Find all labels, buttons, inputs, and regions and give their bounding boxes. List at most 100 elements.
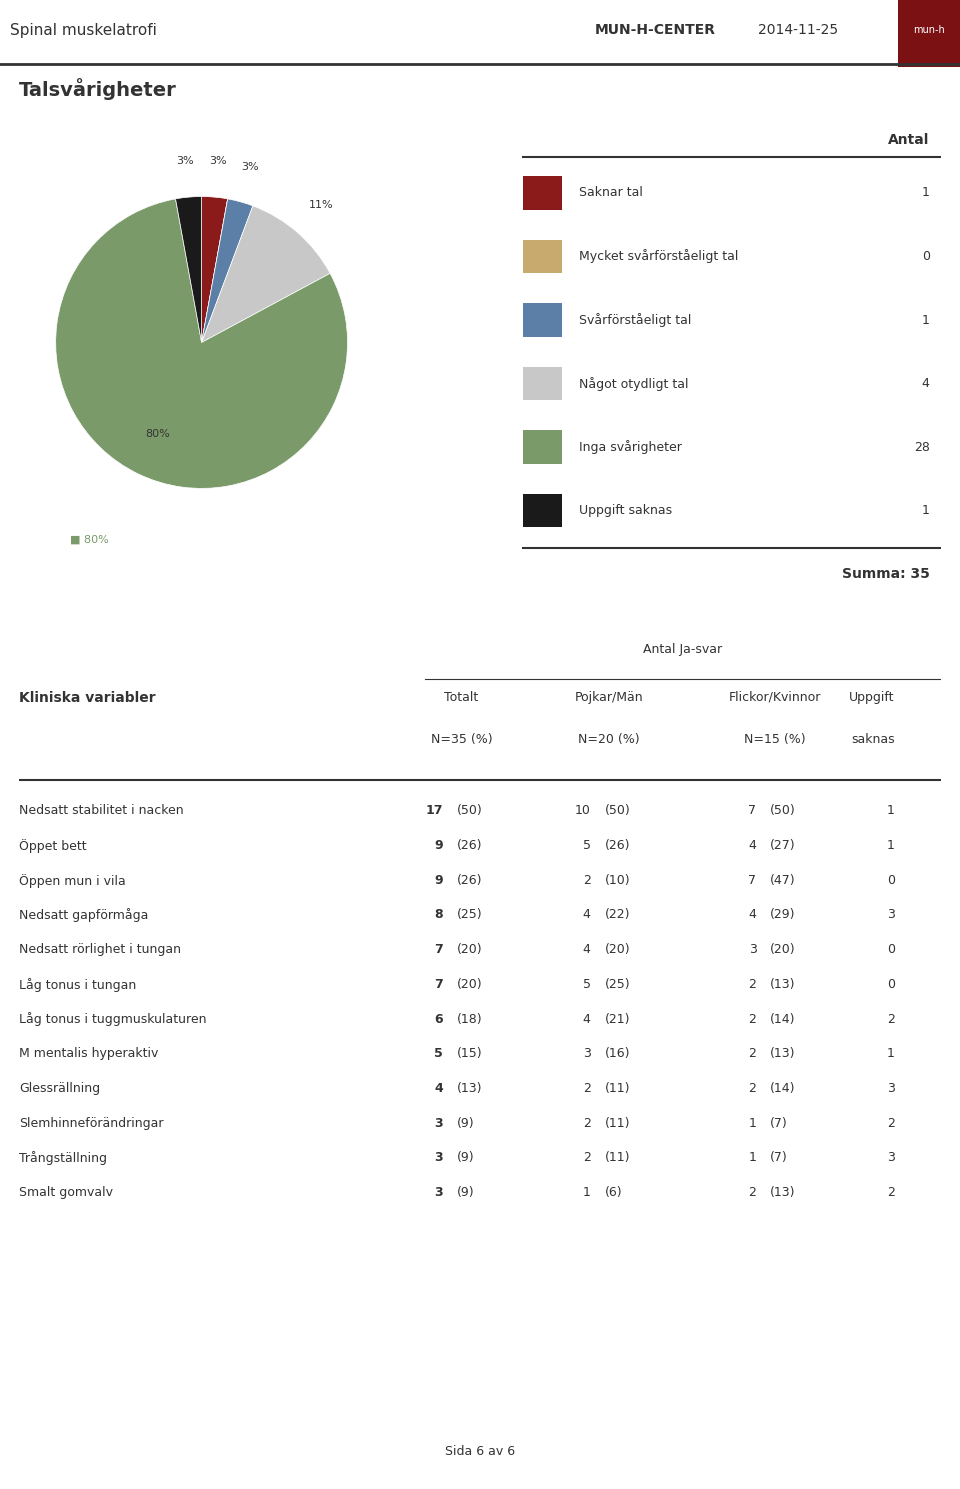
Wedge shape bbox=[56, 200, 348, 488]
Text: (16): (16) bbox=[605, 1047, 630, 1060]
Text: Öppet bett: Öppet bett bbox=[19, 838, 86, 853]
Text: (11): (11) bbox=[605, 1151, 630, 1164]
Text: (9): (9) bbox=[457, 1187, 474, 1199]
Text: (7): (7) bbox=[770, 1151, 788, 1164]
Text: 7: 7 bbox=[749, 804, 756, 817]
FancyBboxPatch shape bbox=[523, 240, 563, 272]
Text: Kliniska variabler: Kliniska variabler bbox=[19, 691, 156, 704]
Text: (27): (27) bbox=[770, 838, 796, 852]
Text: Smalt gomvalv: Smalt gomvalv bbox=[19, 1187, 113, 1199]
Text: (11): (11) bbox=[605, 1083, 630, 1094]
Text: 2: 2 bbox=[583, 874, 590, 886]
Text: 2: 2 bbox=[749, 1047, 756, 1060]
Wedge shape bbox=[202, 200, 228, 342]
Text: Antal: Antal bbox=[888, 134, 929, 147]
Text: 5: 5 bbox=[583, 838, 590, 852]
Text: Antal Ja-svar: Antal Ja-svar bbox=[643, 643, 722, 657]
Text: 3%: 3% bbox=[209, 156, 227, 165]
Text: Talsvårigheter: Talsvårigheter bbox=[19, 79, 177, 100]
Text: N=15 (%): N=15 (%) bbox=[744, 733, 805, 746]
Text: Summa: 35: Summa: 35 bbox=[842, 567, 929, 581]
Text: (13): (13) bbox=[770, 1047, 796, 1060]
Text: (18): (18) bbox=[457, 1013, 483, 1026]
Text: (13): (13) bbox=[770, 978, 796, 990]
Text: (9): (9) bbox=[457, 1151, 474, 1164]
Text: 28: 28 bbox=[914, 441, 929, 454]
Text: Sida 6 av 6: Sida 6 av 6 bbox=[444, 1446, 516, 1458]
Text: 4: 4 bbox=[749, 908, 756, 922]
Text: 2: 2 bbox=[583, 1151, 590, 1164]
Text: 1: 1 bbox=[749, 1117, 756, 1130]
Text: Svårförståeligt tal: Svårförståeligt tal bbox=[579, 313, 691, 328]
Wedge shape bbox=[202, 200, 252, 342]
Text: Inga svårigheter: Inga svårigheter bbox=[579, 441, 682, 454]
FancyBboxPatch shape bbox=[898, 0, 960, 67]
Text: (20): (20) bbox=[770, 943, 796, 956]
Text: MUN-H-CENTER: MUN-H-CENTER bbox=[595, 24, 716, 37]
Text: (50): (50) bbox=[605, 804, 630, 817]
Text: Öppen mun i vila: Öppen mun i vila bbox=[19, 874, 126, 887]
Text: 2: 2 bbox=[887, 1013, 895, 1026]
FancyBboxPatch shape bbox=[523, 176, 563, 210]
Text: Pojkar/Män: Pojkar/Män bbox=[575, 691, 643, 704]
FancyBboxPatch shape bbox=[523, 304, 563, 337]
Text: 2: 2 bbox=[749, 1013, 756, 1026]
Text: 9: 9 bbox=[435, 838, 444, 852]
Text: 1: 1 bbox=[749, 1151, 756, 1164]
Wedge shape bbox=[202, 197, 228, 342]
Text: Mycket svårförståeligt tal: Mycket svårförståeligt tal bbox=[579, 250, 738, 264]
Text: Låg tonus i tuggmuskulaturen: Låg tonus i tuggmuskulaturen bbox=[19, 1013, 206, 1026]
Text: (50): (50) bbox=[457, 804, 483, 817]
Text: 80%: 80% bbox=[145, 429, 170, 439]
Text: (25): (25) bbox=[605, 978, 630, 990]
Text: 9: 9 bbox=[435, 874, 444, 886]
Text: (14): (14) bbox=[770, 1013, 796, 1026]
Text: Glessrällning: Glessrällning bbox=[19, 1083, 101, 1094]
Text: Trångställning: Trångställning bbox=[19, 1151, 108, 1166]
Text: 3: 3 bbox=[435, 1187, 444, 1199]
Text: (29): (29) bbox=[770, 908, 796, 922]
Text: 0: 0 bbox=[887, 978, 895, 990]
Text: Nedsatt gapförmåga: Nedsatt gapförmåga bbox=[19, 908, 149, 922]
Text: 1: 1 bbox=[922, 186, 929, 200]
Text: Nedsatt stabilitet i nacken: Nedsatt stabilitet i nacken bbox=[19, 804, 183, 817]
Text: 1: 1 bbox=[887, 838, 895, 852]
Text: 2: 2 bbox=[583, 1083, 590, 1094]
Text: 3: 3 bbox=[583, 1047, 590, 1060]
Text: Saknar tal: Saknar tal bbox=[579, 186, 643, 200]
Text: 10: 10 bbox=[575, 804, 590, 817]
Text: 11%: 11% bbox=[309, 200, 334, 210]
Text: Nedsatt rörlighet i tungan: Nedsatt rörlighet i tungan bbox=[19, 943, 181, 956]
Text: 4: 4 bbox=[434, 1083, 444, 1094]
Text: 0: 0 bbox=[887, 874, 895, 886]
FancyBboxPatch shape bbox=[523, 430, 563, 463]
Text: Spinal muskelatrofi: Spinal muskelatrofi bbox=[10, 22, 156, 37]
FancyBboxPatch shape bbox=[523, 366, 563, 401]
Text: 2: 2 bbox=[583, 1117, 590, 1130]
Text: M mentalis hyperaktiv: M mentalis hyperaktiv bbox=[19, 1047, 158, 1060]
Text: 7: 7 bbox=[434, 978, 444, 990]
Text: (20): (20) bbox=[457, 978, 483, 990]
Text: (11): (11) bbox=[605, 1117, 630, 1130]
Text: Slemhinneförändringar: Slemhinneförändringar bbox=[19, 1117, 164, 1130]
Text: (14): (14) bbox=[770, 1083, 796, 1094]
Text: Låg tonus i tungan: Låg tonus i tungan bbox=[19, 978, 136, 992]
Text: (15): (15) bbox=[457, 1047, 483, 1060]
Text: 4: 4 bbox=[583, 1013, 590, 1026]
Text: N=35 (%): N=35 (%) bbox=[431, 733, 492, 746]
Text: 2: 2 bbox=[749, 1083, 756, 1094]
Text: (26): (26) bbox=[457, 838, 483, 852]
Text: 4: 4 bbox=[583, 943, 590, 956]
Text: 3: 3 bbox=[887, 1151, 895, 1164]
Text: (22): (22) bbox=[605, 908, 630, 922]
Text: 17: 17 bbox=[425, 804, 444, 817]
Text: 6: 6 bbox=[435, 1013, 444, 1026]
Text: 3: 3 bbox=[435, 1151, 444, 1164]
Text: 2014-11-25: 2014-11-25 bbox=[758, 24, 838, 37]
Text: 2: 2 bbox=[749, 1187, 756, 1199]
Text: 4: 4 bbox=[922, 377, 929, 390]
FancyBboxPatch shape bbox=[523, 494, 563, 527]
Text: (25): (25) bbox=[457, 908, 483, 922]
Text: 3: 3 bbox=[887, 1083, 895, 1094]
Text: (26): (26) bbox=[457, 874, 483, 886]
